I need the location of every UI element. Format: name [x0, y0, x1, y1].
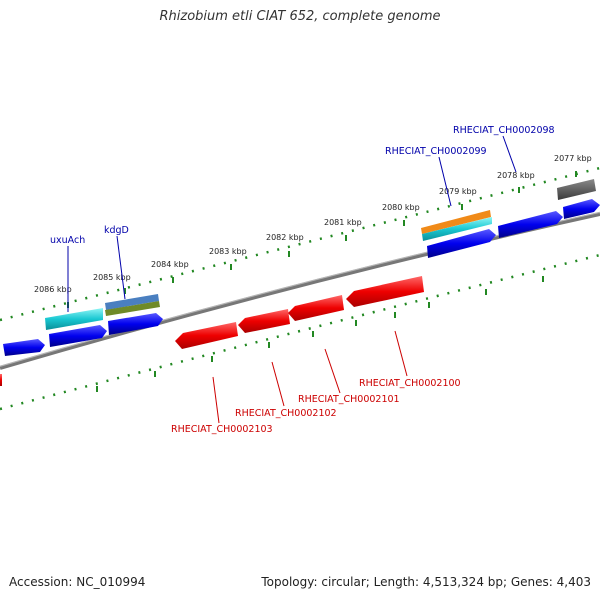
leader-2100: [394, 330, 408, 377]
scale-label-2081: 2081 kbp: [324, 218, 362, 227]
cyan-feature[interactable]: [45, 308, 103, 330]
forward-gene[interactable]: [498, 211, 563, 238]
reverse-gene[interactable]: [346, 276, 424, 307]
leader-2098: [502, 135, 517, 173]
accession-text: Accession: NC_010994: [9, 575, 146, 589]
reverse-gene-partial[interactable]: [0, 374, 2, 386]
gene-label-rheciat-2101[interactable]: RHECIAT_CH0002101: [298, 394, 400, 405]
reverse-tick-row: [0, 253, 600, 411]
scale-label-2082: 2082 kbp: [266, 233, 304, 242]
olive-feature[interactable]: [105, 301, 160, 316]
scale-label-2078: 2078 kbp: [497, 171, 535, 180]
gene-label-rheciat-2103[interactable]: RHECIAT_CH0002103: [171, 424, 273, 435]
gene-label-uxuAch[interactable]: uxuAch: [50, 235, 85, 246]
reverse-genes: [0, 276, 424, 386]
gene-labels: uxuAch kdgD RHECIAT_CH0002099 RHECIAT_CH…: [50, 125, 555, 435]
gene-label-rheciat-2098[interactable]: RHECIAT_CH0002098: [453, 125, 555, 136]
steelblue-feature[interactable]: [105, 294, 159, 310]
orange-feature[interactable]: [421, 210, 491, 234]
gene-label-kdgD[interactable]: kdgD: [104, 225, 129, 236]
leader-2101: [324, 348, 341, 394]
forward-features: [45, 179, 596, 330]
reverse-gene[interactable]: [238, 309, 290, 333]
scale-label-2085: 2085 kbp: [93, 273, 131, 282]
forward-gene[interactable]: [49, 325, 107, 347]
label-leaders: [67, 135, 517, 424]
scale-label-2084: 2084 kbp: [151, 260, 189, 269]
reverse-gene[interactable]: [288, 295, 344, 321]
leader-2099: [438, 156, 452, 207]
genome-summary-text: Topology: circular; Length: 4,513,324 bp…: [261, 575, 591, 589]
gene-label-rheciat-2102[interactable]: RHECIAT_CH0002102: [235, 408, 337, 419]
cyan-feature-2[interactable]: [422, 217, 492, 241]
scale-label-2080: 2080 kbp: [382, 203, 420, 212]
reverse-major-ticks: [96, 276, 544, 392]
scale-label-2083: 2083 kbp: [209, 247, 247, 256]
scale-label-2086: 2086 kbp: [34, 285, 72, 294]
gene-label-rheciat-2100[interactable]: RHECIAT_CH0002100: [359, 378, 461, 389]
gray-feature[interactable]: [557, 179, 596, 200]
leader-2103: [212, 376, 220, 424]
scale-label-2079: 2079 kbp: [439, 187, 477, 196]
forward-gene[interactable]: [563, 199, 600, 219]
scale-label-2077: 2077 kbp: [554, 154, 592, 163]
forward-gene[interactable]: [427, 229, 496, 258]
scale-labels: 2086 kbp 2085 kbp 2084 kbp 2083 kbp 2082…: [34, 154, 592, 294]
leader-kdgD: [116, 235, 126, 300]
forward-gene[interactable]: [3, 339, 45, 356]
gene-label-rheciat-2099[interactable]: RHECIAT_CH0002099: [385, 146, 487, 157]
reverse-gene[interactable]: [175, 322, 238, 349]
leader-2102: [271, 361, 285, 407]
forward-tick-row: [0, 166, 600, 322]
forward-gene[interactable]: [108, 313, 163, 335]
forward-genes: [3, 199, 600, 356]
map-title: Rhizobium etli CIAT 652, complete genome: [159, 9, 441, 24]
